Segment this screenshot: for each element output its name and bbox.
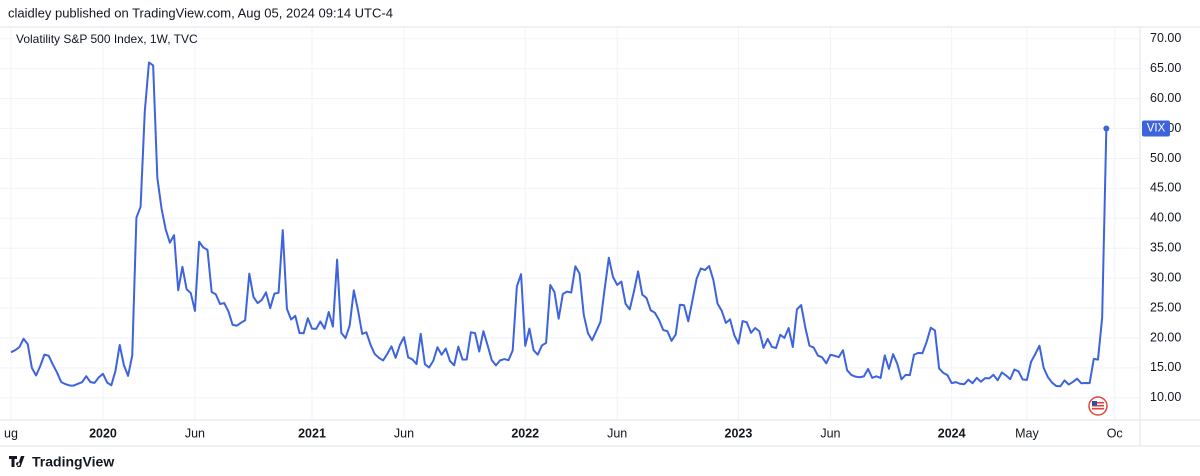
last-point bbox=[1103, 125, 1110, 132]
x-tick-label: May bbox=[1015, 426, 1039, 440]
y-tick-label: 30.00 bbox=[1150, 270, 1181, 284]
footer-brand: TradingView bbox=[32, 454, 114, 470]
footer-logo bbox=[9, 456, 25, 467]
x-tick-label: Oc bbox=[1107, 426, 1123, 440]
header: claidley published on TradingView.com, A… bbox=[8, 5, 393, 20]
y-tick-label: 20.00 bbox=[1150, 330, 1181, 344]
y-tick-label: 15.00 bbox=[1150, 360, 1181, 374]
y-tick-label: 70.00 bbox=[1150, 31, 1181, 45]
x-tick-label: 2024 bbox=[938, 426, 966, 440]
series-name: VIX bbox=[1147, 123, 1166, 135]
x-tick-label: 2022 bbox=[511, 426, 539, 440]
x-tick-label: Jun bbox=[185, 426, 205, 440]
x-tick-label: Jun bbox=[394, 426, 414, 440]
x-tick-label: 2020 bbox=[89, 426, 117, 440]
y-tick-label: 35.00 bbox=[1150, 241, 1181, 255]
x-tick-label: 2023 bbox=[725, 426, 753, 440]
flag-icon bbox=[1088, 396, 1108, 416]
y-tick-label: 40.00 bbox=[1150, 211, 1181, 225]
y-tick-label: 65.00 bbox=[1150, 61, 1181, 75]
x-tick-label: ug bbox=[4, 426, 18, 440]
y-tick-label: 25.00 bbox=[1150, 300, 1181, 314]
series-line bbox=[10, 61, 1108, 388]
y-tick-label: 60.00 bbox=[1150, 91, 1181, 105]
y-tick-label: 10.00 bbox=[1150, 390, 1181, 404]
grid bbox=[0, 27, 1140, 420]
chart-title: Volatility S&P 500 Index, 1W, TVC bbox=[16, 32, 198, 46]
x-tick-label: 2021 bbox=[298, 426, 326, 440]
x-tick-label: Jun bbox=[820, 426, 840, 440]
y-tick-label: 50.00 bbox=[1150, 151, 1181, 165]
y-tick-label: 45.00 bbox=[1150, 181, 1181, 195]
series-price-tag bbox=[1142, 120, 1170, 137]
x-tick-label: Jun bbox=[607, 426, 627, 440]
